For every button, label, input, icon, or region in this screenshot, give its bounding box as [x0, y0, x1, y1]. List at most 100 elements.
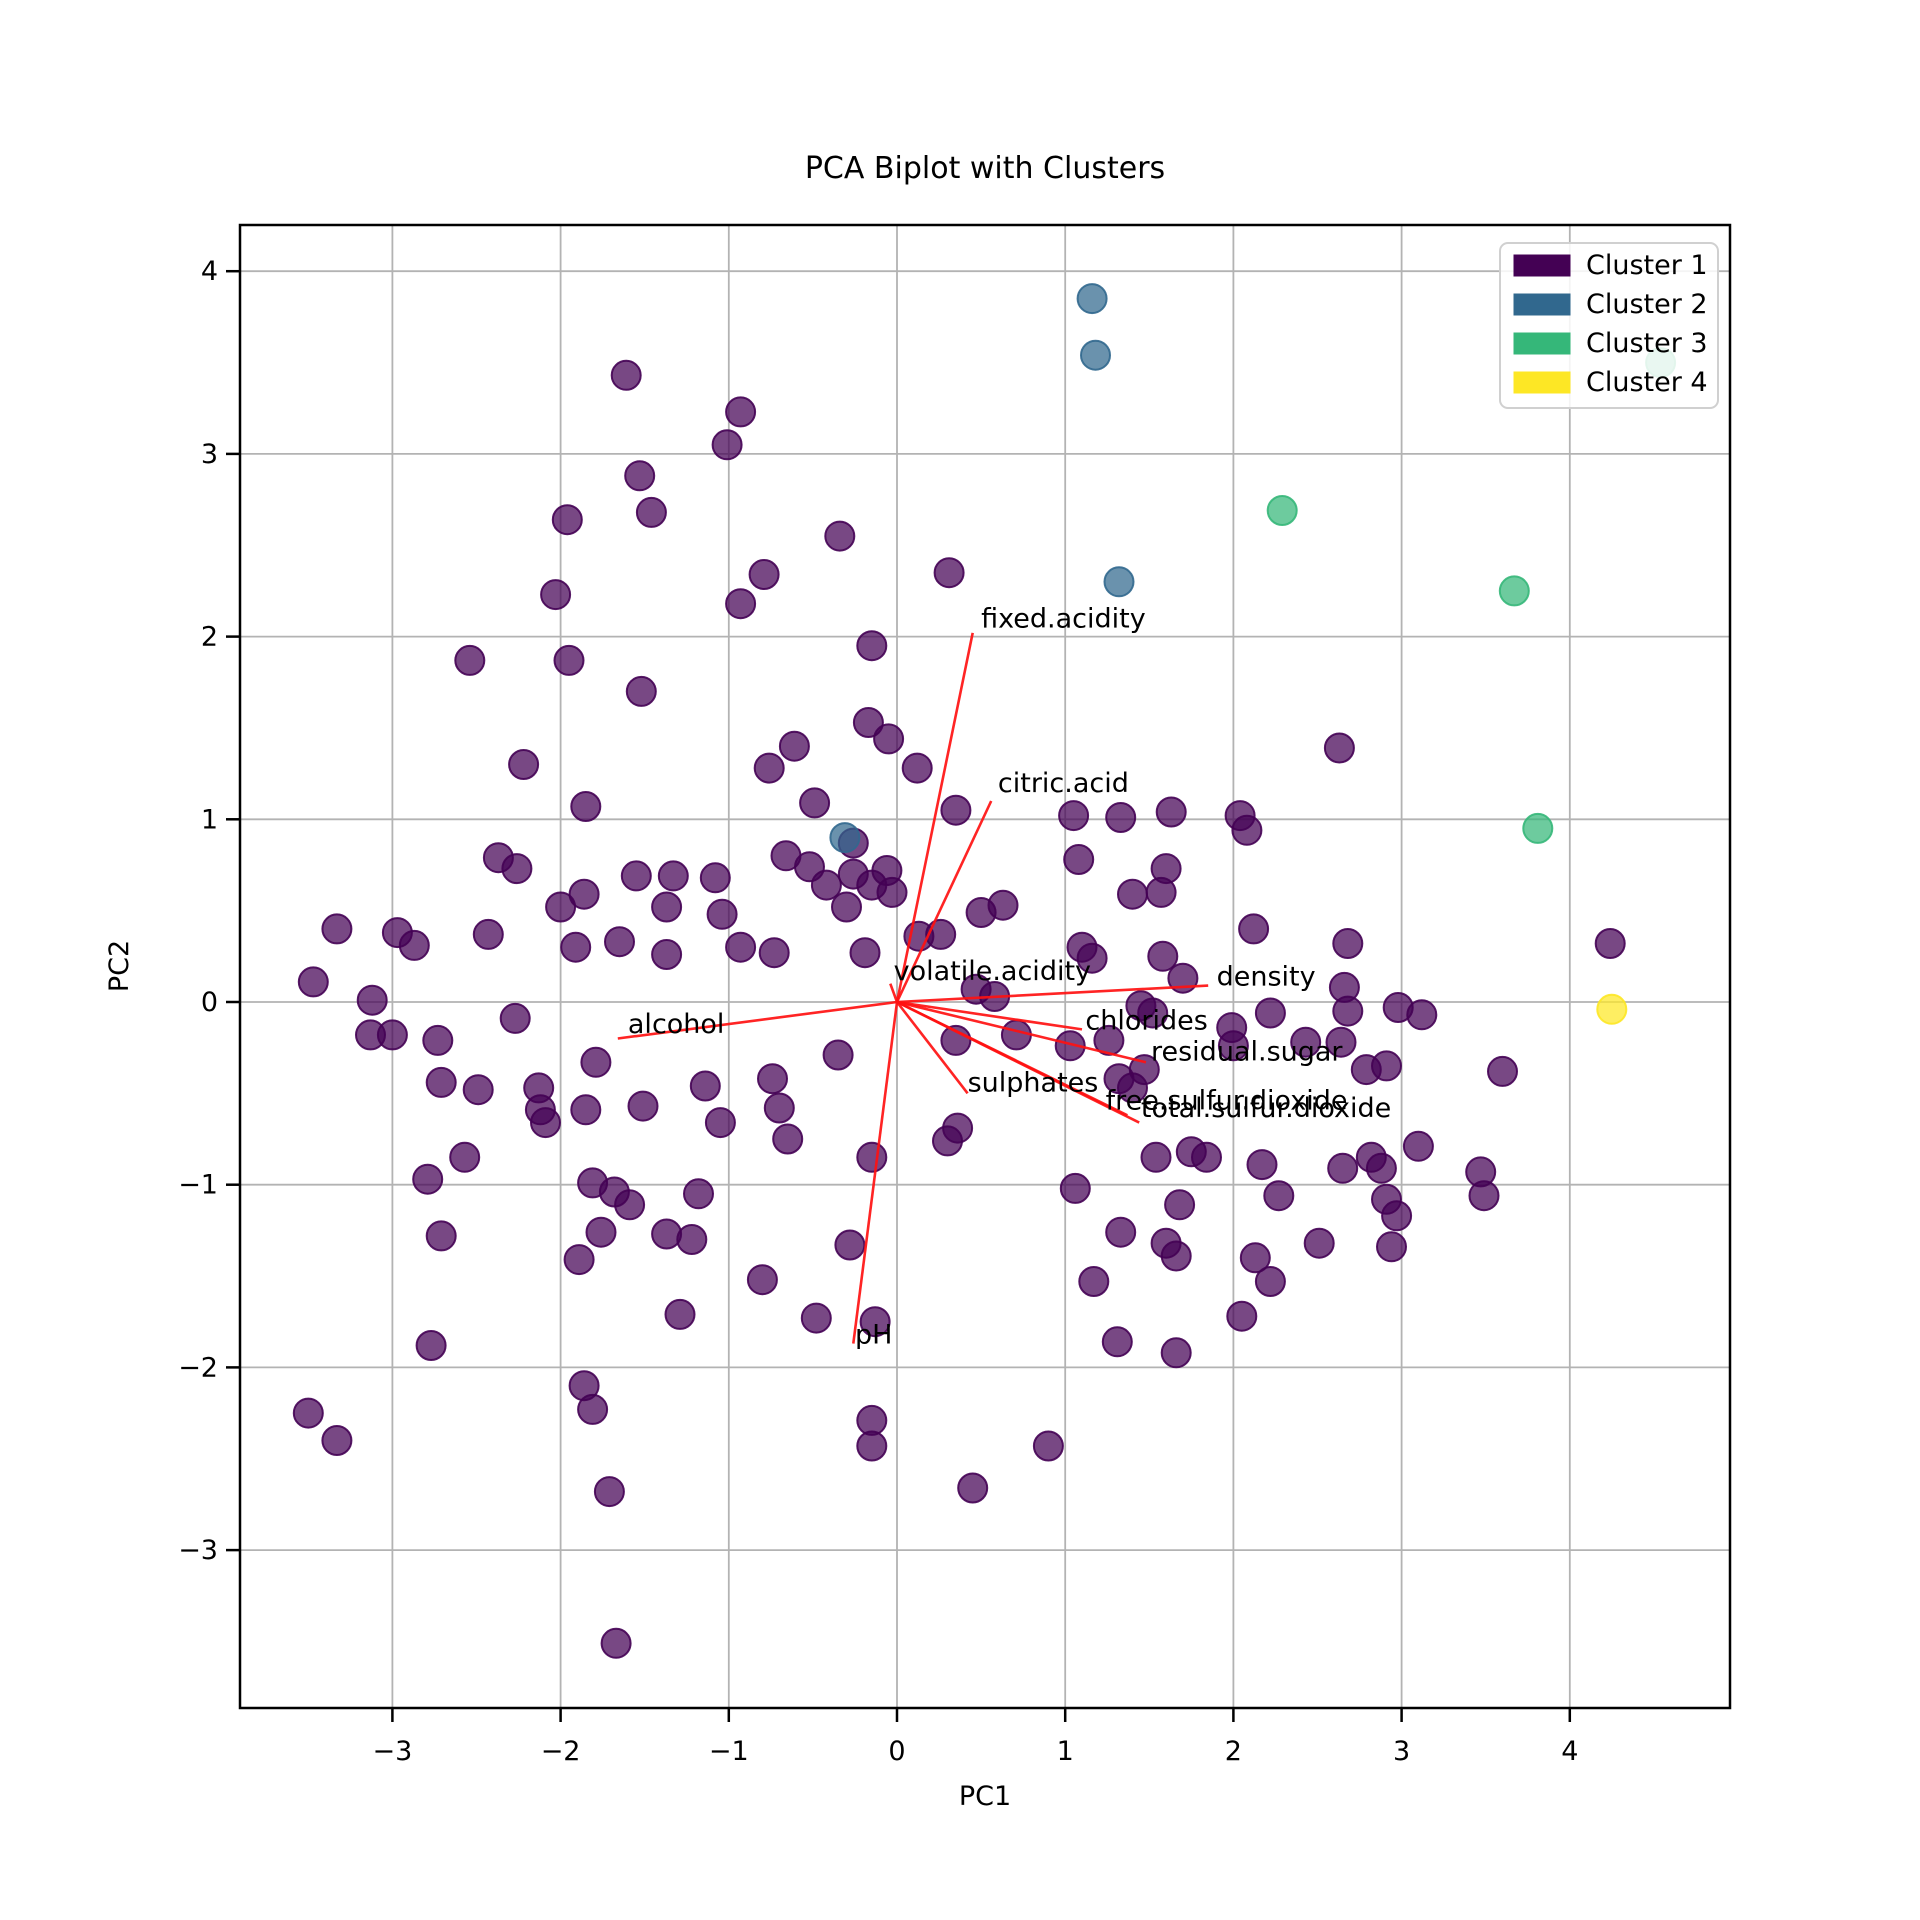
data-point [1117, 878, 1148, 910]
data-point [1594, 928, 1626, 959]
data-point [856, 630, 888, 662]
data-point [1191, 1141, 1222, 1173]
data-point [706, 898, 738, 930]
data-point [822, 1039, 854, 1071]
data-point [1137, 997, 1169, 1029]
data-point [1128, 1054, 1160, 1086]
data-point [1290, 1026, 1322, 1058]
data-point [415, 1330, 447, 1361]
data-point [499, 1002, 531, 1034]
data-point [758, 937, 790, 969]
data-point [635, 496, 667, 528]
legend-item-2: Cluster 2 [1513, 289, 1708, 320]
x-tick-label: 3 [1393, 1736, 1410, 1767]
data-point [560, 931, 592, 963]
legend-item-1: Cluster 1 [1513, 250, 1708, 281]
data-point [711, 429, 743, 461]
data-point [834, 1229, 866, 1261]
data-point [563, 1244, 595, 1276]
legend-swatch-4 [1513, 371, 1571, 394]
loading-label-density: density [1217, 961, 1316, 992]
data-point [593, 1476, 625, 1508]
data-point [1365, 1152, 1397, 1184]
axes-spines [238, 223, 1732, 1710]
data-point [1076, 283, 1108, 315]
x-tick-label: 2 [1225, 1736, 1242, 1767]
data-point [321, 913, 353, 945]
legend-label: Cluster 2 [1586, 289, 1708, 320]
data-point [901, 752, 933, 784]
data-point [746, 1264, 778, 1296]
data-point [810, 869, 842, 901]
x-tick-label: −3 [372, 1736, 412, 1767]
data-point [1080, 339, 1111, 371]
legend-label: Cluster 3 [1586, 328, 1708, 359]
data-point [627, 1090, 659, 1122]
data-point [604, 926, 635, 958]
y-tick-label: 1 [201, 804, 218, 835]
legend-label: Cluster 1 [1586, 250, 1708, 281]
data-point [1054, 1030, 1086, 1062]
data-point [1058, 800, 1090, 832]
legend-swatch-1 [1513, 254, 1571, 277]
data-point [651, 939, 683, 970]
data-point [376, 1019, 408, 1051]
legend-box [1499, 242, 1719, 409]
data-point [957, 1472, 989, 1504]
loading-arrow-sulphates [895, 1001, 969, 1095]
data-point [551, 504, 583, 536]
data-point [1487, 1055, 1518, 1087]
data-point [454, 644, 486, 676]
data-point [849, 937, 881, 969]
legend-swatch-3 [1513, 332, 1571, 355]
data-point [1239, 1242, 1271, 1274]
data-point [412, 1163, 444, 1195]
loading-arrow-pH [852, 1001, 899, 1344]
data-point [398, 929, 430, 961]
y-tick-label: 3 [201, 439, 218, 470]
data-point [1238, 913, 1270, 945]
scatter-points-layer [292, 283, 1677, 1659]
x-axis-label: PC1 [959, 1781, 1011, 1812]
loading-arrow-citric.acid [895, 800, 993, 1003]
data-point [689, 1070, 721, 1102]
data-point [1145, 876, 1177, 908]
data-point [1468, 1180, 1500, 1212]
legend: Cluster 1 Cluster 2 Cluster 3 Cluster 4 [1499, 242, 1719, 409]
loading-arrow-total.sulfur.dioxide [896, 1000, 1140, 1124]
data-point [1254, 997, 1286, 1029]
x-tick-label: 1 [1057, 1736, 1074, 1767]
data-point [725, 931, 757, 963]
data-point [1160, 1337, 1192, 1369]
data-point [657, 860, 689, 892]
loading-arrow-residual.sugar [896, 1000, 1147, 1064]
data-point [1371, 1050, 1402, 1082]
data-point [725, 396, 757, 428]
data-point [1076, 942, 1108, 974]
data-point [1323, 732, 1355, 764]
loading-label-free.sulfur.dioxide: free.sulfur.dioxide [1106, 1086, 1348, 1117]
data-point [676, 1224, 708, 1255]
data-point [321, 1425, 353, 1456]
data-point [356, 984, 388, 1016]
data-point [545, 891, 577, 923]
loading-arrow-density [896, 984, 1209, 1004]
data-point [422, 1024, 454, 1056]
data-point [1105, 1216, 1137, 1248]
data-point [1332, 995, 1364, 1027]
loading-label-fixed.acidity: fixed.acidity [981, 603, 1146, 634]
data-point [778, 730, 810, 762]
data-point [1147, 940, 1179, 972]
data-point [1101, 1326, 1133, 1358]
loading-label-sulphates: sulphates [968, 1067, 1099, 1098]
x-tick-label: 0 [888, 1736, 905, 1767]
data-point [1266, 495, 1298, 526]
cluster-1-points [292, 359, 1626, 1659]
legend-item-4: Cluster 4 [1513, 367, 1708, 398]
data-point [1160, 1240, 1192, 1272]
data-point [1332, 928, 1364, 959]
data-point [1325, 1026, 1357, 1058]
data-point [933, 557, 965, 589]
data-point [987, 889, 1019, 921]
